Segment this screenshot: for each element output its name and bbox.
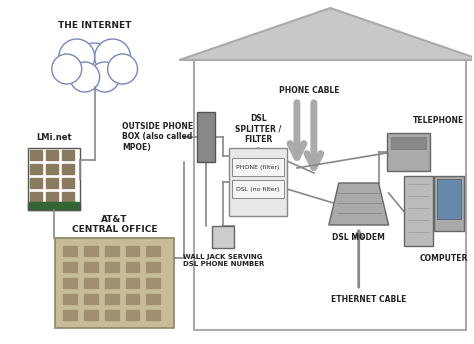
Bar — [63, 310, 77, 320]
Bar — [232, 158, 284, 176]
Bar — [62, 178, 74, 188]
Text: PHONE CABLE: PHONE CABLE — [279, 86, 339, 95]
Bar — [105, 246, 118, 256]
Bar — [146, 278, 160, 288]
Circle shape — [95, 39, 130, 75]
Bar — [126, 262, 139, 272]
Circle shape — [59, 39, 95, 75]
Bar — [46, 164, 58, 174]
Bar — [229, 148, 287, 216]
Text: DSL MODEM: DSL MODEM — [332, 233, 385, 242]
Bar — [84, 262, 98, 272]
Polygon shape — [179, 8, 474, 60]
Text: OUTSIDE PHONE
BOX (also called
MPOE): OUTSIDE PHONE BOX (also called MPOE) — [122, 122, 193, 152]
Text: THE INTERNET: THE INTERNET — [58, 21, 131, 30]
Bar — [146, 246, 160, 256]
Circle shape — [70, 62, 100, 92]
Bar — [435, 176, 465, 231]
Bar — [105, 294, 118, 304]
Bar — [126, 246, 139, 256]
Bar — [438, 179, 461, 219]
Text: PHONE (filter): PHONE (filter) — [237, 164, 280, 170]
Bar — [63, 294, 77, 304]
Bar — [126, 278, 139, 288]
Bar — [30, 192, 42, 202]
Bar — [46, 192, 58, 202]
Bar — [55, 238, 174, 328]
Bar — [63, 278, 77, 288]
Bar — [126, 294, 139, 304]
Bar — [62, 192, 74, 202]
Text: ETHERNET CABLE: ETHERNET CABLE — [331, 295, 406, 304]
Bar — [126, 310, 139, 320]
Circle shape — [108, 54, 137, 84]
Bar — [387, 133, 430, 171]
Text: WALL JACK SERVING
DSL PHONE NUMBER: WALL JACK SERVING DSL PHONE NUMBER — [182, 254, 264, 267]
Bar — [84, 246, 98, 256]
Bar — [30, 178, 42, 188]
Bar — [28, 148, 80, 210]
Bar — [63, 262, 77, 272]
Bar — [46, 178, 58, 188]
Text: LMi.net: LMi.net — [36, 133, 72, 142]
Polygon shape — [329, 183, 389, 225]
Bar — [403, 176, 433, 246]
Circle shape — [90, 62, 119, 92]
Bar — [105, 278, 118, 288]
Bar — [105, 262, 118, 272]
Bar — [84, 310, 98, 320]
Bar — [194, 60, 466, 330]
Bar — [146, 310, 160, 320]
Circle shape — [73, 43, 117, 87]
Text: AT&T
CENTRAL OFFICE: AT&T CENTRAL OFFICE — [72, 215, 157, 234]
Text: DSL (no filter): DSL (no filter) — [237, 186, 280, 192]
Bar — [84, 278, 98, 288]
Bar — [105, 310, 118, 320]
Bar — [146, 294, 160, 304]
Text: DSL
SPLITTER /
FILTER: DSL SPLITTER / FILTER — [235, 114, 281, 144]
Bar — [63, 246, 77, 256]
Bar — [391, 137, 427, 149]
Bar — [212, 226, 234, 248]
Text: COMPUTER: COMPUTER — [419, 254, 467, 263]
Bar — [232, 180, 284, 198]
Bar — [62, 164, 74, 174]
Text: TELEPHONE: TELEPHONE — [413, 116, 464, 125]
Bar — [146, 262, 160, 272]
Bar — [84, 294, 98, 304]
Bar — [30, 150, 42, 160]
Bar — [197, 112, 215, 162]
Bar — [46, 150, 58, 160]
Bar — [30, 164, 42, 174]
Bar — [62, 150, 74, 160]
Bar — [28, 202, 80, 210]
Circle shape — [52, 54, 82, 84]
